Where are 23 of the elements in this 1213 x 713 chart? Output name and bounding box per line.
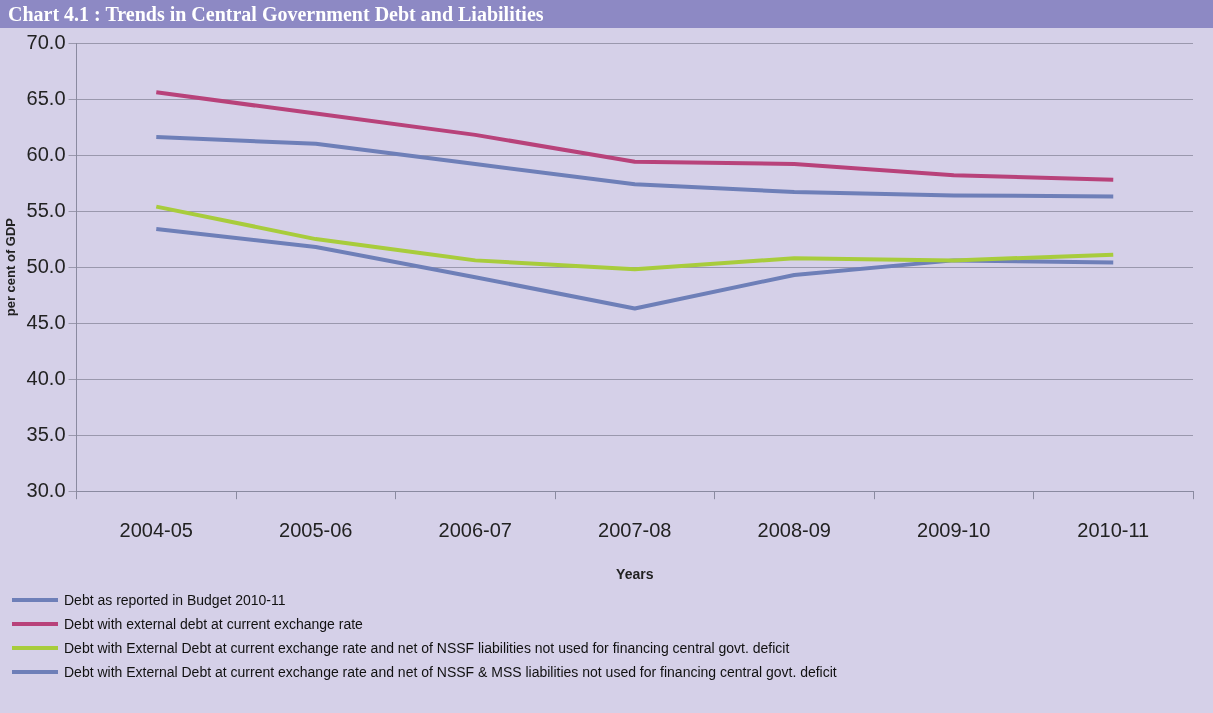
x-tick-label: 2004-05	[119, 518, 193, 541]
legend-label: Debt with External Debt at current exchange rate and net of NSSF liabilities not used for financing central govt. deficit	[64, 640, 790, 656]
x-tick-label: 2008-09	[757, 518, 831, 541]
y-tick-label: 60.0	[26, 142, 66, 165]
legend-label: Debt as reported in Budget 2010-11	[64, 592, 286, 608]
x-tick-label: 2010-11	[1077, 518, 1150, 541]
y-tick-label: 65.0	[26, 86, 66, 109]
y-tick-label: 70.0	[26, 30, 66, 53]
legend-label: Debt with External Debt at current exchange rate and net of NSSF & MSS liabilities not used for financing central govt. deficit	[64, 664, 837, 680]
y-tick-label: 45.0	[26, 310, 66, 333]
y-tick-label: 40.0	[26, 366, 66, 389]
x-axis-title: Years	[616, 566, 654, 583]
x-tick-label: 2005-06	[279, 518, 353, 541]
chart-title: Chart 4.1 : Trends in Central Government Debt and Liabilities	[0, 0, 1213, 28]
y-axis-title: per cent of GDP	[3, 217, 19, 317]
x-tick-label: 2007-08	[598, 518, 672, 541]
y-tick-label: 35.0	[26, 422, 66, 445]
y-tick-label: 50.0	[26, 254, 66, 277]
x-tick-label: 2009-10	[917, 518, 991, 541]
legend-label: Debt with external debt at current exchange rate	[64, 616, 363, 632]
x-tick-label: 2006-07	[438, 518, 512, 541]
y-tick-label: 55.0	[26, 198, 66, 221]
y-tick-label: 30.0	[26, 478, 66, 501]
